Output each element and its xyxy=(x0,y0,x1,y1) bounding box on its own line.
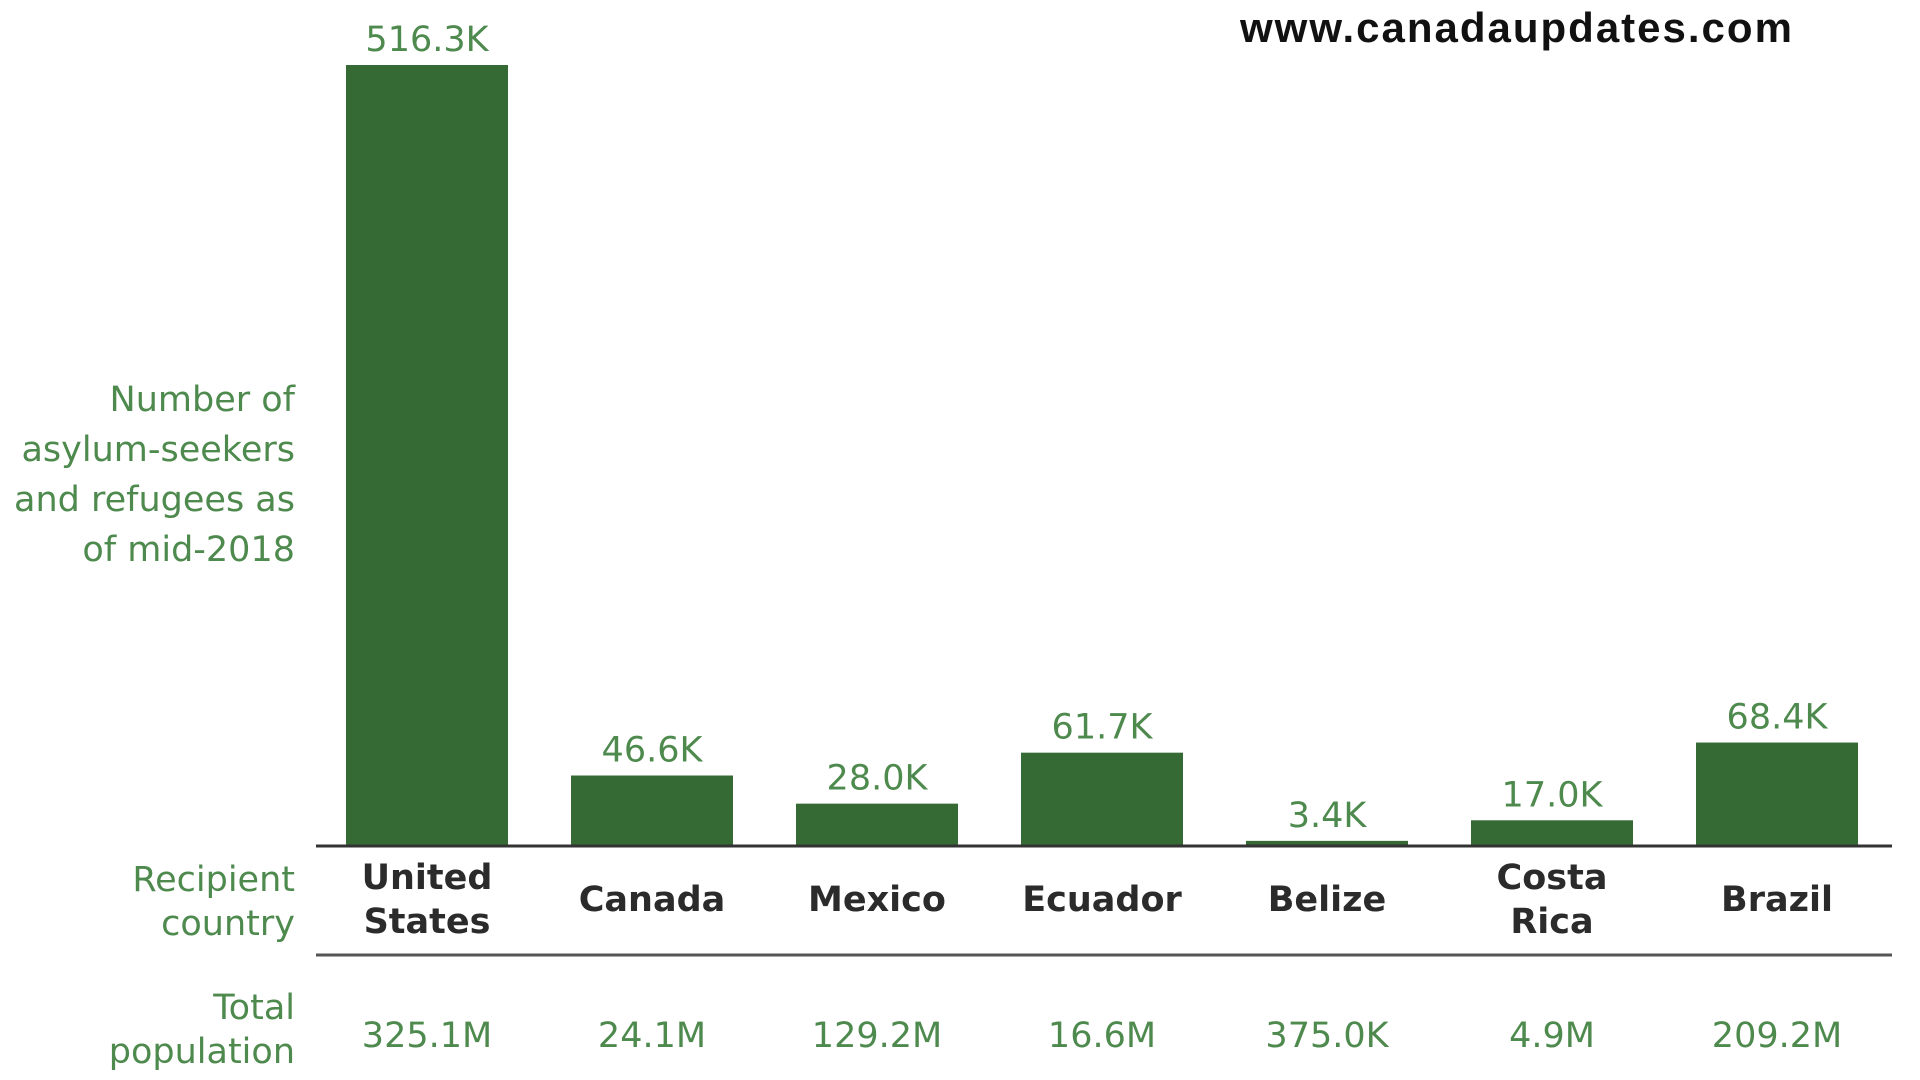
population-label-0: 325.1M xyxy=(362,1016,492,1056)
bar-3 xyxy=(1021,752,1183,846)
bar-0 xyxy=(346,65,508,846)
country-label-1: Canada xyxy=(579,880,726,920)
country-label-3: Ecuador xyxy=(1022,880,1182,920)
watermark-text: www.canadaupdates.com xyxy=(1240,4,1794,51)
country-label-5: Costa Rica xyxy=(1497,858,1608,942)
bar-2 xyxy=(796,803,958,846)
country-labels-group: United States Canada Mexico Ecuador Belize Cos… xyxy=(362,858,1833,942)
bar-value-label-1: 46.6K xyxy=(602,731,704,771)
population-labels-group: 325.1M 24.1M 129.2M 16.6M 375.0K 4.9M 209.2M xyxy=(362,1016,1842,1056)
country-label-4: Belize xyxy=(1268,880,1387,920)
population-label-1: 24.1M xyxy=(598,1016,706,1056)
country-label-0: United States xyxy=(362,858,493,942)
recipient-country-row-label: Recipient country xyxy=(132,860,295,944)
population-label-5: 4.9M xyxy=(1509,1016,1595,1056)
population-label-6: 209.2M xyxy=(1712,1016,1842,1056)
bar-value-label-4: 3.4K xyxy=(1288,796,1368,836)
total-population-row-label: Total population xyxy=(108,988,295,1072)
bar-value-label-3: 61.7K xyxy=(1052,708,1154,748)
bars-group xyxy=(346,65,1858,846)
country-label-6: Brazil xyxy=(1721,880,1833,920)
country-label-2: Mexico xyxy=(808,880,946,920)
y-axis-label: Number of asylum-seekers and refugees as… xyxy=(14,380,295,570)
bar-value-label-6: 68.4K xyxy=(1727,698,1829,738)
bar-4 xyxy=(1246,840,1408,846)
bar-1 xyxy=(571,775,733,846)
bar-value-label-5: 17.0K xyxy=(1502,775,1604,815)
population-label-3: 16.6M xyxy=(1048,1016,1156,1056)
value-labels-group: 516.3K 46.6K 28.0K 61.7K 3.4K 17.0K 68.4K xyxy=(365,20,1828,836)
bar-5 xyxy=(1471,820,1633,846)
bar-value-label-0: 516.3K xyxy=(365,20,489,60)
bar-value-label-2: 28.0K xyxy=(827,759,929,799)
population-label-2: 129.2M xyxy=(812,1016,942,1056)
population-label-4: 375.0K xyxy=(1265,1016,1389,1056)
bar-6 xyxy=(1696,742,1858,846)
